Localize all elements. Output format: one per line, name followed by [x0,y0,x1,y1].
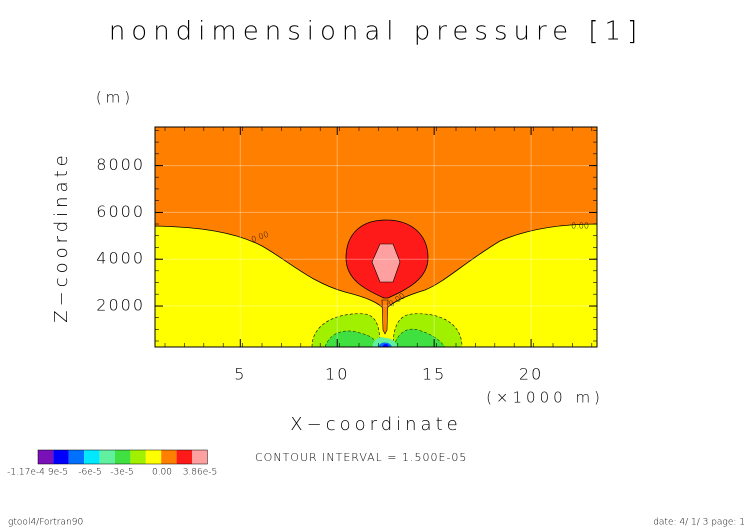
y-tick-label: 4000 [96,249,145,268]
contour-interval: CONTOUR INTERVAL = 1.500E-05 [255,451,467,464]
plot-frame [154,126,598,348]
x-tick-label: 10 [325,365,349,384]
region [371,243,401,283]
colorbar-label: 0.00 [152,468,172,478]
colorbar-box [53,450,69,464]
footer-right: date: 4/ 1/ 3 page: 1 [653,518,745,528]
region [381,299,389,335]
colorbar-box [145,450,162,464]
x-axis-label: X−coordinate [290,414,461,435]
colorbar-frame [37,449,208,465]
colorbar-box [130,450,146,464]
colorbar-label: -1.17e-4 [7,468,45,478]
region [393,328,446,348]
colorbar-box [68,450,85,464]
colorbar-label: 9e-5 [48,468,68,478]
contour-label: 0.00 [571,222,589,231]
colorbar-box [115,450,131,464]
x-tick-label: 15 [422,365,446,384]
y-unit: (m) [96,89,134,107]
colorbar-box [99,450,115,464]
chart-title: nondimensional pressure [1] [109,17,643,47]
colorbar-label: -3e-5 [110,468,133,478]
region [382,344,389,347]
y-tick-label: 8000 [96,155,145,174]
x-tick-label: 5 [234,365,246,384]
colorbar-box [176,450,192,464]
colorbar-box [38,450,54,464]
colorbar-box [84,450,100,464]
y-tick-label: 6000 [96,202,145,221]
footer-left: gtool4/Fortran90 [8,518,83,528]
y-tick-label: 2000 [96,296,145,315]
colorbar-label: 3.86e-5 [183,468,218,478]
x-tick-label: 20 [519,365,543,384]
colorbar-box [192,450,208,464]
colorbar-box [161,450,177,464]
x-unit: (×1000 m) [486,389,604,407]
colorbar-label: -6e-5 [78,468,101,478]
y-axis-label: Z−coordinate [51,151,72,322]
